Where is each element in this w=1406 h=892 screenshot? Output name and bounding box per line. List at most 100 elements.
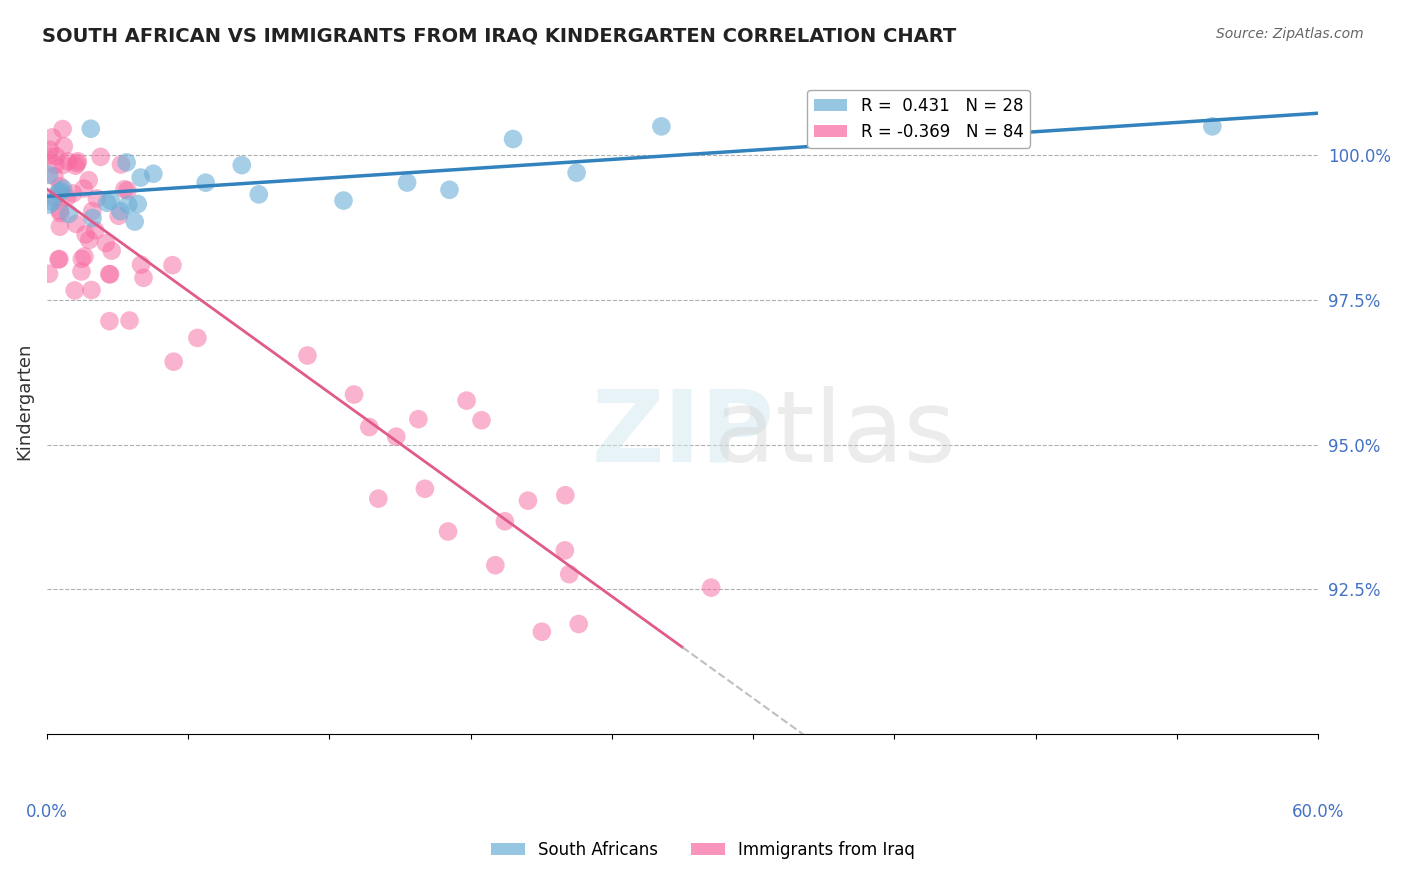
Immigrants from Iraq [48, 203, 70, 218]
Immigrants from Iraq [38, 143, 60, 157]
South Africans [82, 211, 104, 225]
Immigrants from Iraq [98, 267, 121, 281]
Immigrants from Iraq [359, 420, 381, 434]
Immigrants from Iraq [84, 223, 107, 237]
Immigrants from Iraq [70, 252, 93, 266]
Immigrants from Iraq [77, 173, 100, 187]
Immigrants from Iraq [38, 149, 60, 163]
South Africans [49, 185, 72, 199]
Immigrants from Iraq [554, 543, 576, 558]
Immigrants from Iraq [98, 268, 121, 282]
Immigrants from Iraq [163, 354, 186, 368]
South Africans [1201, 120, 1223, 134]
South Africans [194, 176, 217, 190]
Immigrants from Iraq [162, 258, 184, 272]
South Africans [115, 155, 138, 169]
Immigrants from Iraq [132, 270, 155, 285]
South Africans [502, 132, 524, 146]
Immigrants from Iraq [484, 558, 506, 573]
Immigrants from Iraq [769, 751, 792, 765]
Immigrants from Iraq [56, 154, 79, 169]
Immigrants from Iraq [186, 331, 208, 345]
Immigrants from Iraq [849, 755, 872, 769]
Immigrants from Iraq [437, 524, 460, 539]
Immigrants from Iraq [80, 283, 103, 297]
Immigrants from Iraq [66, 154, 89, 169]
Immigrants from Iraq [343, 387, 366, 401]
Immigrants from Iraq [558, 567, 581, 582]
Immigrants from Iraq [297, 349, 319, 363]
Immigrants from Iraq [65, 159, 87, 173]
South Africans [247, 187, 270, 202]
South Africans [565, 166, 588, 180]
South Africans [396, 176, 419, 190]
Immigrants from Iraq [52, 122, 75, 136]
South Africans [48, 186, 70, 200]
Y-axis label: Kindergarten: Kindergarten [15, 343, 32, 460]
Immigrants from Iraq [52, 139, 75, 153]
Immigrants from Iraq [49, 179, 72, 194]
South Africans [100, 194, 122, 208]
South Africans [80, 121, 103, 136]
Immigrants from Iraq [413, 482, 436, 496]
Immigrants from Iraq [98, 314, 121, 328]
Immigrants from Iraq [73, 181, 96, 195]
South Africans [38, 197, 60, 211]
Text: ZIP: ZIP [591, 386, 775, 483]
South Africans [650, 120, 672, 134]
Immigrants from Iraq [385, 430, 408, 444]
Immigrants from Iraq [408, 412, 430, 426]
Text: 0.0%: 0.0% [25, 803, 67, 822]
Immigrants from Iraq [700, 581, 723, 595]
Immigrants from Iraq [118, 313, 141, 327]
South Africans [110, 204, 132, 219]
Immigrants from Iraq [77, 233, 100, 247]
Immigrants from Iraq [494, 514, 516, 528]
South Africans [58, 207, 80, 221]
South Africans [117, 197, 139, 211]
Immigrants from Iraq [82, 204, 104, 219]
South Africans [129, 170, 152, 185]
Immigrants from Iraq [48, 252, 70, 266]
Immigrants from Iraq [984, 848, 1007, 863]
Immigrants from Iraq [107, 209, 129, 223]
Text: Source: ZipAtlas.com: Source: ZipAtlas.com [1216, 27, 1364, 41]
Immigrants from Iraq [44, 169, 66, 184]
Immigrants from Iraq [45, 149, 67, 163]
Immigrants from Iraq [62, 186, 84, 201]
Immigrants from Iraq [66, 156, 89, 170]
Text: atlas: atlas [714, 386, 956, 483]
South Africans [142, 167, 165, 181]
South Africans [38, 168, 60, 182]
Immigrants from Iraq [75, 227, 97, 242]
Immigrants from Iraq [367, 491, 389, 506]
Immigrants from Iraq [70, 264, 93, 278]
Immigrants from Iraq [110, 157, 132, 171]
South Africans [231, 158, 253, 172]
Immigrants from Iraq [100, 244, 122, 258]
Immigrants from Iraq [554, 488, 576, 502]
Immigrants from Iraq [530, 624, 553, 639]
Immigrants from Iraq [49, 219, 72, 234]
Immigrants from Iraq [73, 250, 96, 264]
Immigrants from Iraq [456, 393, 478, 408]
South Africans [332, 194, 354, 208]
Immigrants from Iraq [65, 217, 87, 231]
South Africans [439, 183, 461, 197]
Immigrants from Iraq [876, 747, 898, 762]
South Africans [52, 182, 75, 196]
Immigrants from Iraq [470, 413, 492, 427]
Legend: South Africans, Immigrants from Iraq: South Africans, Immigrants from Iraq [485, 835, 921, 866]
South Africans [127, 197, 149, 211]
Immigrants from Iraq [42, 189, 65, 203]
South Africans [42, 194, 65, 209]
Immigrants from Iraq [41, 130, 63, 145]
Legend: R =  0.431   N = 28, R = -0.369   N = 84: R = 0.431 N = 28, R = -0.369 N = 84 [807, 90, 1031, 148]
Immigrants from Iraq [56, 190, 79, 204]
South Africans [124, 214, 146, 228]
Immigrants from Iraq [48, 252, 70, 267]
Immigrants from Iraq [117, 183, 139, 197]
Immigrants from Iraq [52, 158, 75, 172]
Immigrants from Iraq [44, 158, 66, 172]
Text: SOUTH AFRICAN VS IMMIGRANTS FROM IRAQ KINDERGARTEN CORRELATION CHART: SOUTH AFRICAN VS IMMIGRANTS FROM IRAQ KI… [42, 27, 956, 45]
